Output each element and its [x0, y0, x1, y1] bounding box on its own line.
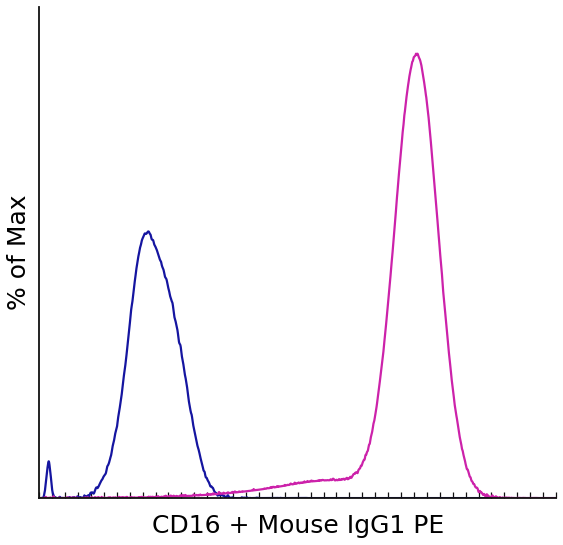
Y-axis label: % of Max: % of Max: [7, 195, 31, 310]
X-axis label: CD16 + Mouse IgG1 PE: CD16 + Mouse IgG1 PE: [151, 514, 444, 538]
